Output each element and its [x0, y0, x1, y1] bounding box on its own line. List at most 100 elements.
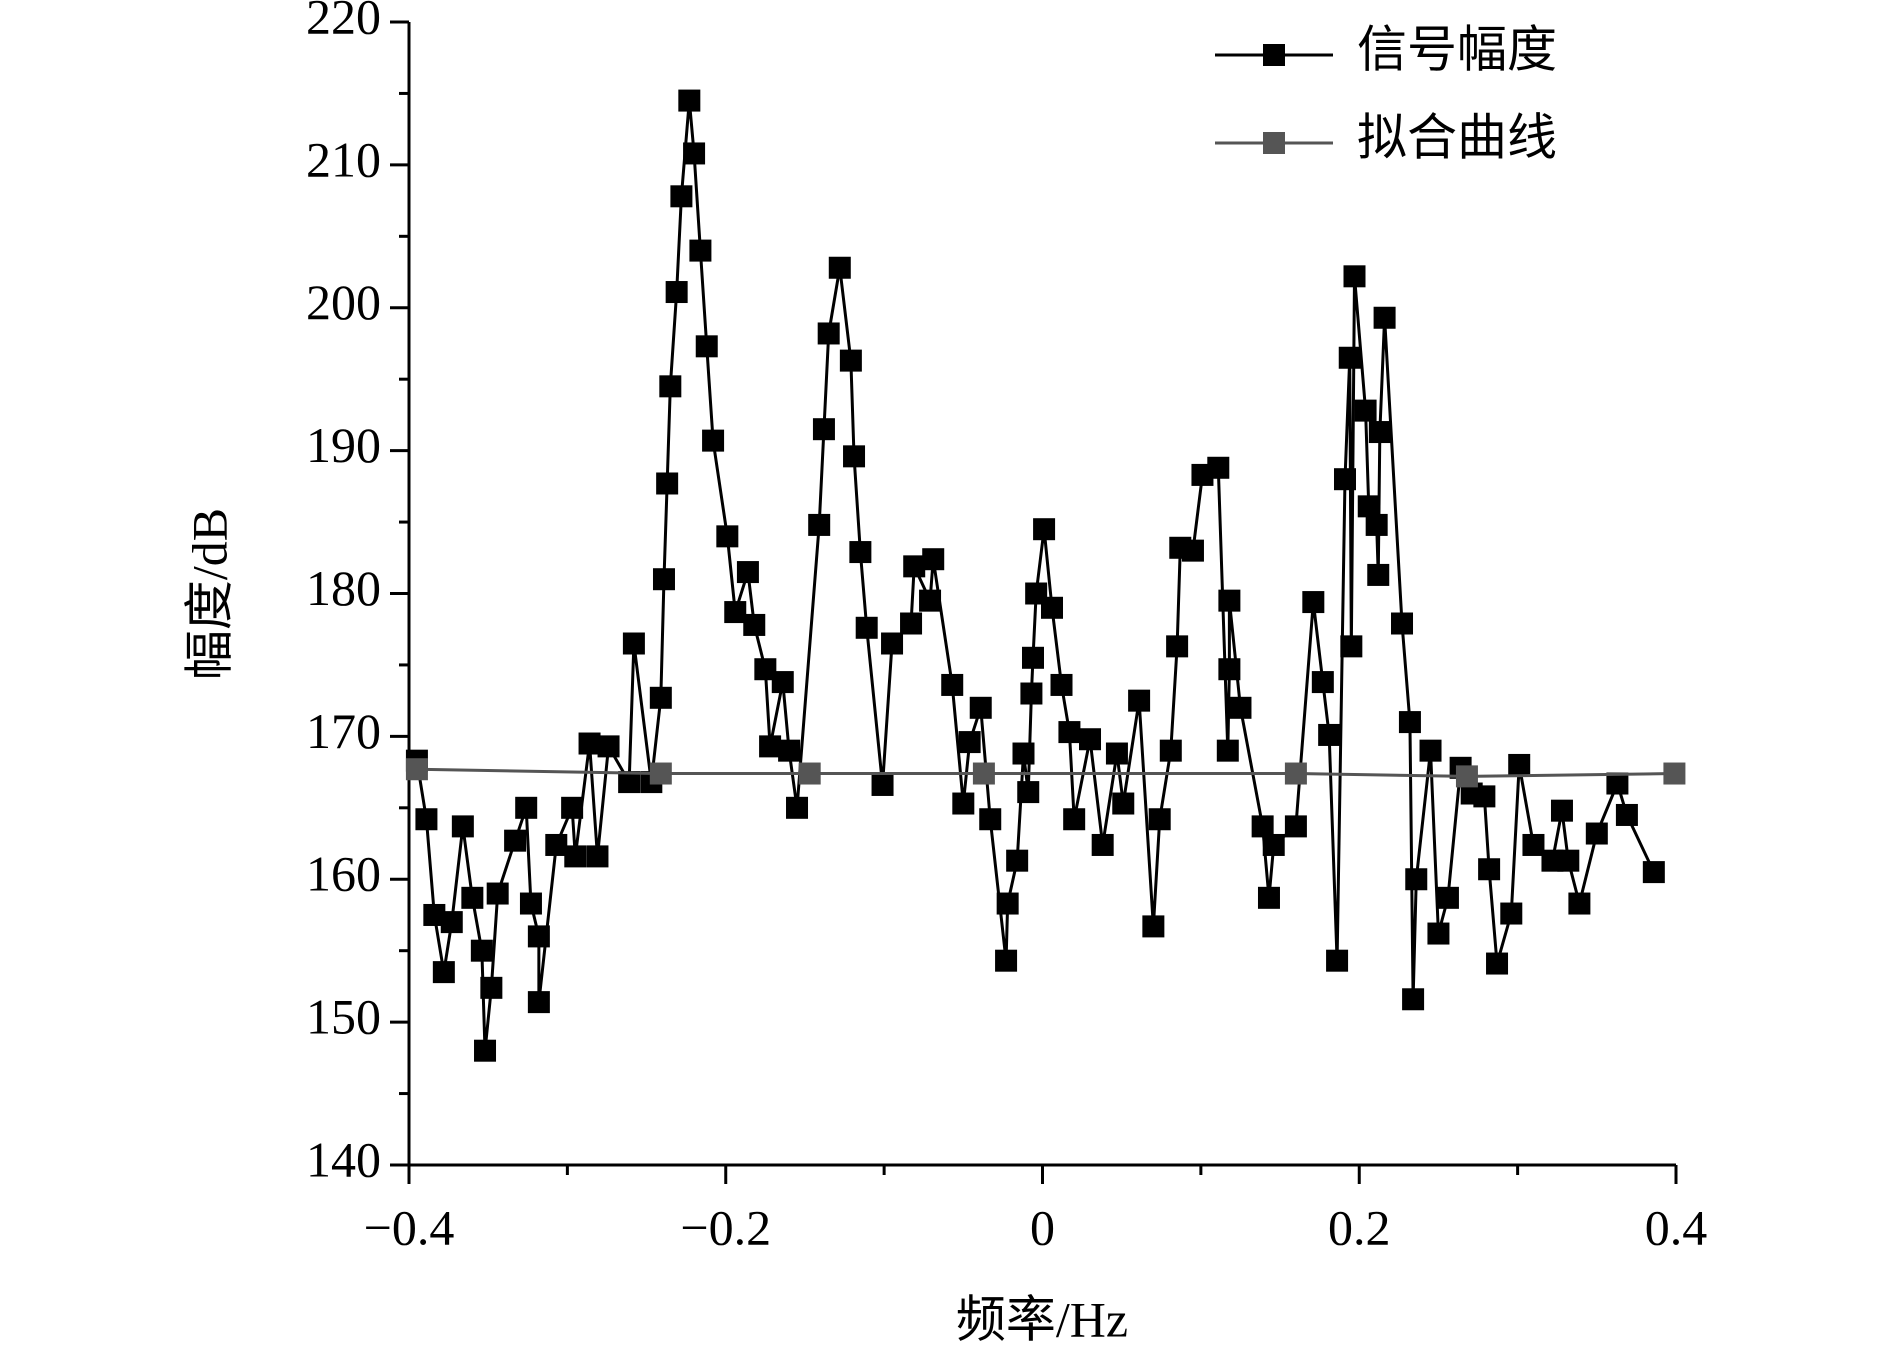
- data-point: [665, 281, 688, 304]
- data-point: [1284, 815, 1307, 838]
- data-point: [423, 903, 446, 926]
- data-point: [1251, 815, 1274, 838]
- data-point: [716, 525, 739, 548]
- data-point: [1606, 772, 1629, 795]
- data-point: [1500, 902, 1523, 925]
- x-axis-label: 频率/Hz: [956, 1291, 1128, 1347]
- data-point: [1357, 495, 1380, 518]
- data-point: [958, 731, 981, 754]
- data-point: [1419, 739, 1442, 762]
- data-point: [996, 892, 1019, 915]
- y-tick-label: 150: [306, 989, 381, 1045]
- data-point: [440, 911, 463, 934]
- data-point: [486, 882, 509, 905]
- data-point: [451, 815, 474, 838]
- data-point: [1105, 742, 1128, 765]
- data-point: [839, 349, 862, 372]
- data-point: [474, 1039, 497, 1062]
- data-point: [952, 792, 975, 815]
- x-tick-label: 0.4: [1645, 1199, 1708, 1255]
- y-tick-label: 190: [306, 417, 381, 473]
- data-point: [1340, 635, 1363, 658]
- data-point: [545, 833, 568, 856]
- data-point: [683, 142, 706, 165]
- data-point: [1284, 762, 1307, 785]
- data-point: [969, 696, 992, 719]
- data-point: [1229, 696, 1252, 719]
- data-point: [1257, 886, 1280, 909]
- data-point: [1585, 822, 1608, 845]
- data-point: [702, 429, 725, 452]
- data-point: [1091, 833, 1114, 856]
- data-point: [597, 735, 620, 758]
- data-point: [470, 939, 493, 962]
- data-point: [1166, 635, 1189, 658]
- data-point: [724, 601, 747, 624]
- data-point: [1522, 833, 1545, 856]
- data-point: [786, 796, 809, 819]
- data-point: [995, 949, 1018, 972]
- data-point: [1262, 833, 1285, 856]
- data-point: [1326, 949, 1349, 972]
- data-point: [736, 561, 759, 584]
- data-point: [515, 796, 538, 819]
- data-point: [941, 673, 964, 696]
- data-point: [881, 632, 904, 655]
- data-point: [855, 616, 878, 639]
- series-line: [415, 100, 1656, 1051]
- data-point: [1079, 728, 1102, 751]
- data-point: [461, 886, 484, 909]
- data-point: [903, 555, 926, 578]
- data-point: [1557, 849, 1580, 872]
- data-point: [1373, 306, 1396, 329]
- y-tick-label: 210: [306, 131, 381, 187]
- data-point: [1318, 723, 1341, 746]
- data-point: [1302, 591, 1325, 614]
- data-point: [1159, 739, 1182, 762]
- data-point: [1615, 803, 1638, 826]
- y-tick-label: 220: [306, 0, 381, 44]
- data-point: [1063, 808, 1086, 831]
- data-point: [972, 762, 995, 785]
- data-point: [1058, 721, 1081, 744]
- data-point: [1642, 861, 1665, 884]
- data-point: [754, 658, 777, 681]
- data-point: [1338, 346, 1361, 369]
- y-tick-label: 200: [306, 274, 381, 330]
- data-point: [1663, 762, 1686, 785]
- data-point: [1311, 671, 1334, 694]
- data-point: [1218, 658, 1241, 681]
- x-tick-label: 0.2: [1328, 1199, 1391, 1255]
- data-point: [689, 239, 712, 262]
- data-point: [1568, 892, 1591, 915]
- data-point: [843, 445, 866, 468]
- data-point: [922, 548, 945, 571]
- y-axis-label: 幅度/dB: [181, 508, 237, 680]
- data-point: [1207, 456, 1230, 479]
- data-point: [1367, 563, 1390, 586]
- data-point: [1436, 886, 1459, 909]
- data-point: [659, 375, 682, 398]
- data-point: [1427, 922, 1450, 945]
- data-point: [564, 845, 587, 868]
- data-point: [695, 335, 718, 358]
- x-tick-label: −0.2: [680, 1199, 771, 1255]
- legend-marker: [1263, 44, 1285, 66]
- legend-label: 拟合曲线: [1357, 109, 1557, 165]
- legend-label: 信号幅度: [1357, 21, 1557, 77]
- data-point: [1148, 808, 1171, 831]
- x-tick-label: 0: [1030, 1199, 1055, 1255]
- y-tick-label: 170: [306, 703, 381, 759]
- data-point: [527, 925, 550, 948]
- data-point: [828, 256, 851, 279]
- data-point: [561, 796, 584, 819]
- y-tick-label: 180: [306, 560, 381, 616]
- data-point: [504, 829, 527, 852]
- data-point: [527, 991, 550, 1014]
- x-tick-label: −0.4: [364, 1199, 455, 1255]
- data-point: [578, 732, 601, 755]
- data-point: [1508, 753, 1531, 776]
- data-point: [1020, 682, 1043, 705]
- data-point: [1012, 742, 1035, 765]
- data-point: [1218, 589, 1241, 612]
